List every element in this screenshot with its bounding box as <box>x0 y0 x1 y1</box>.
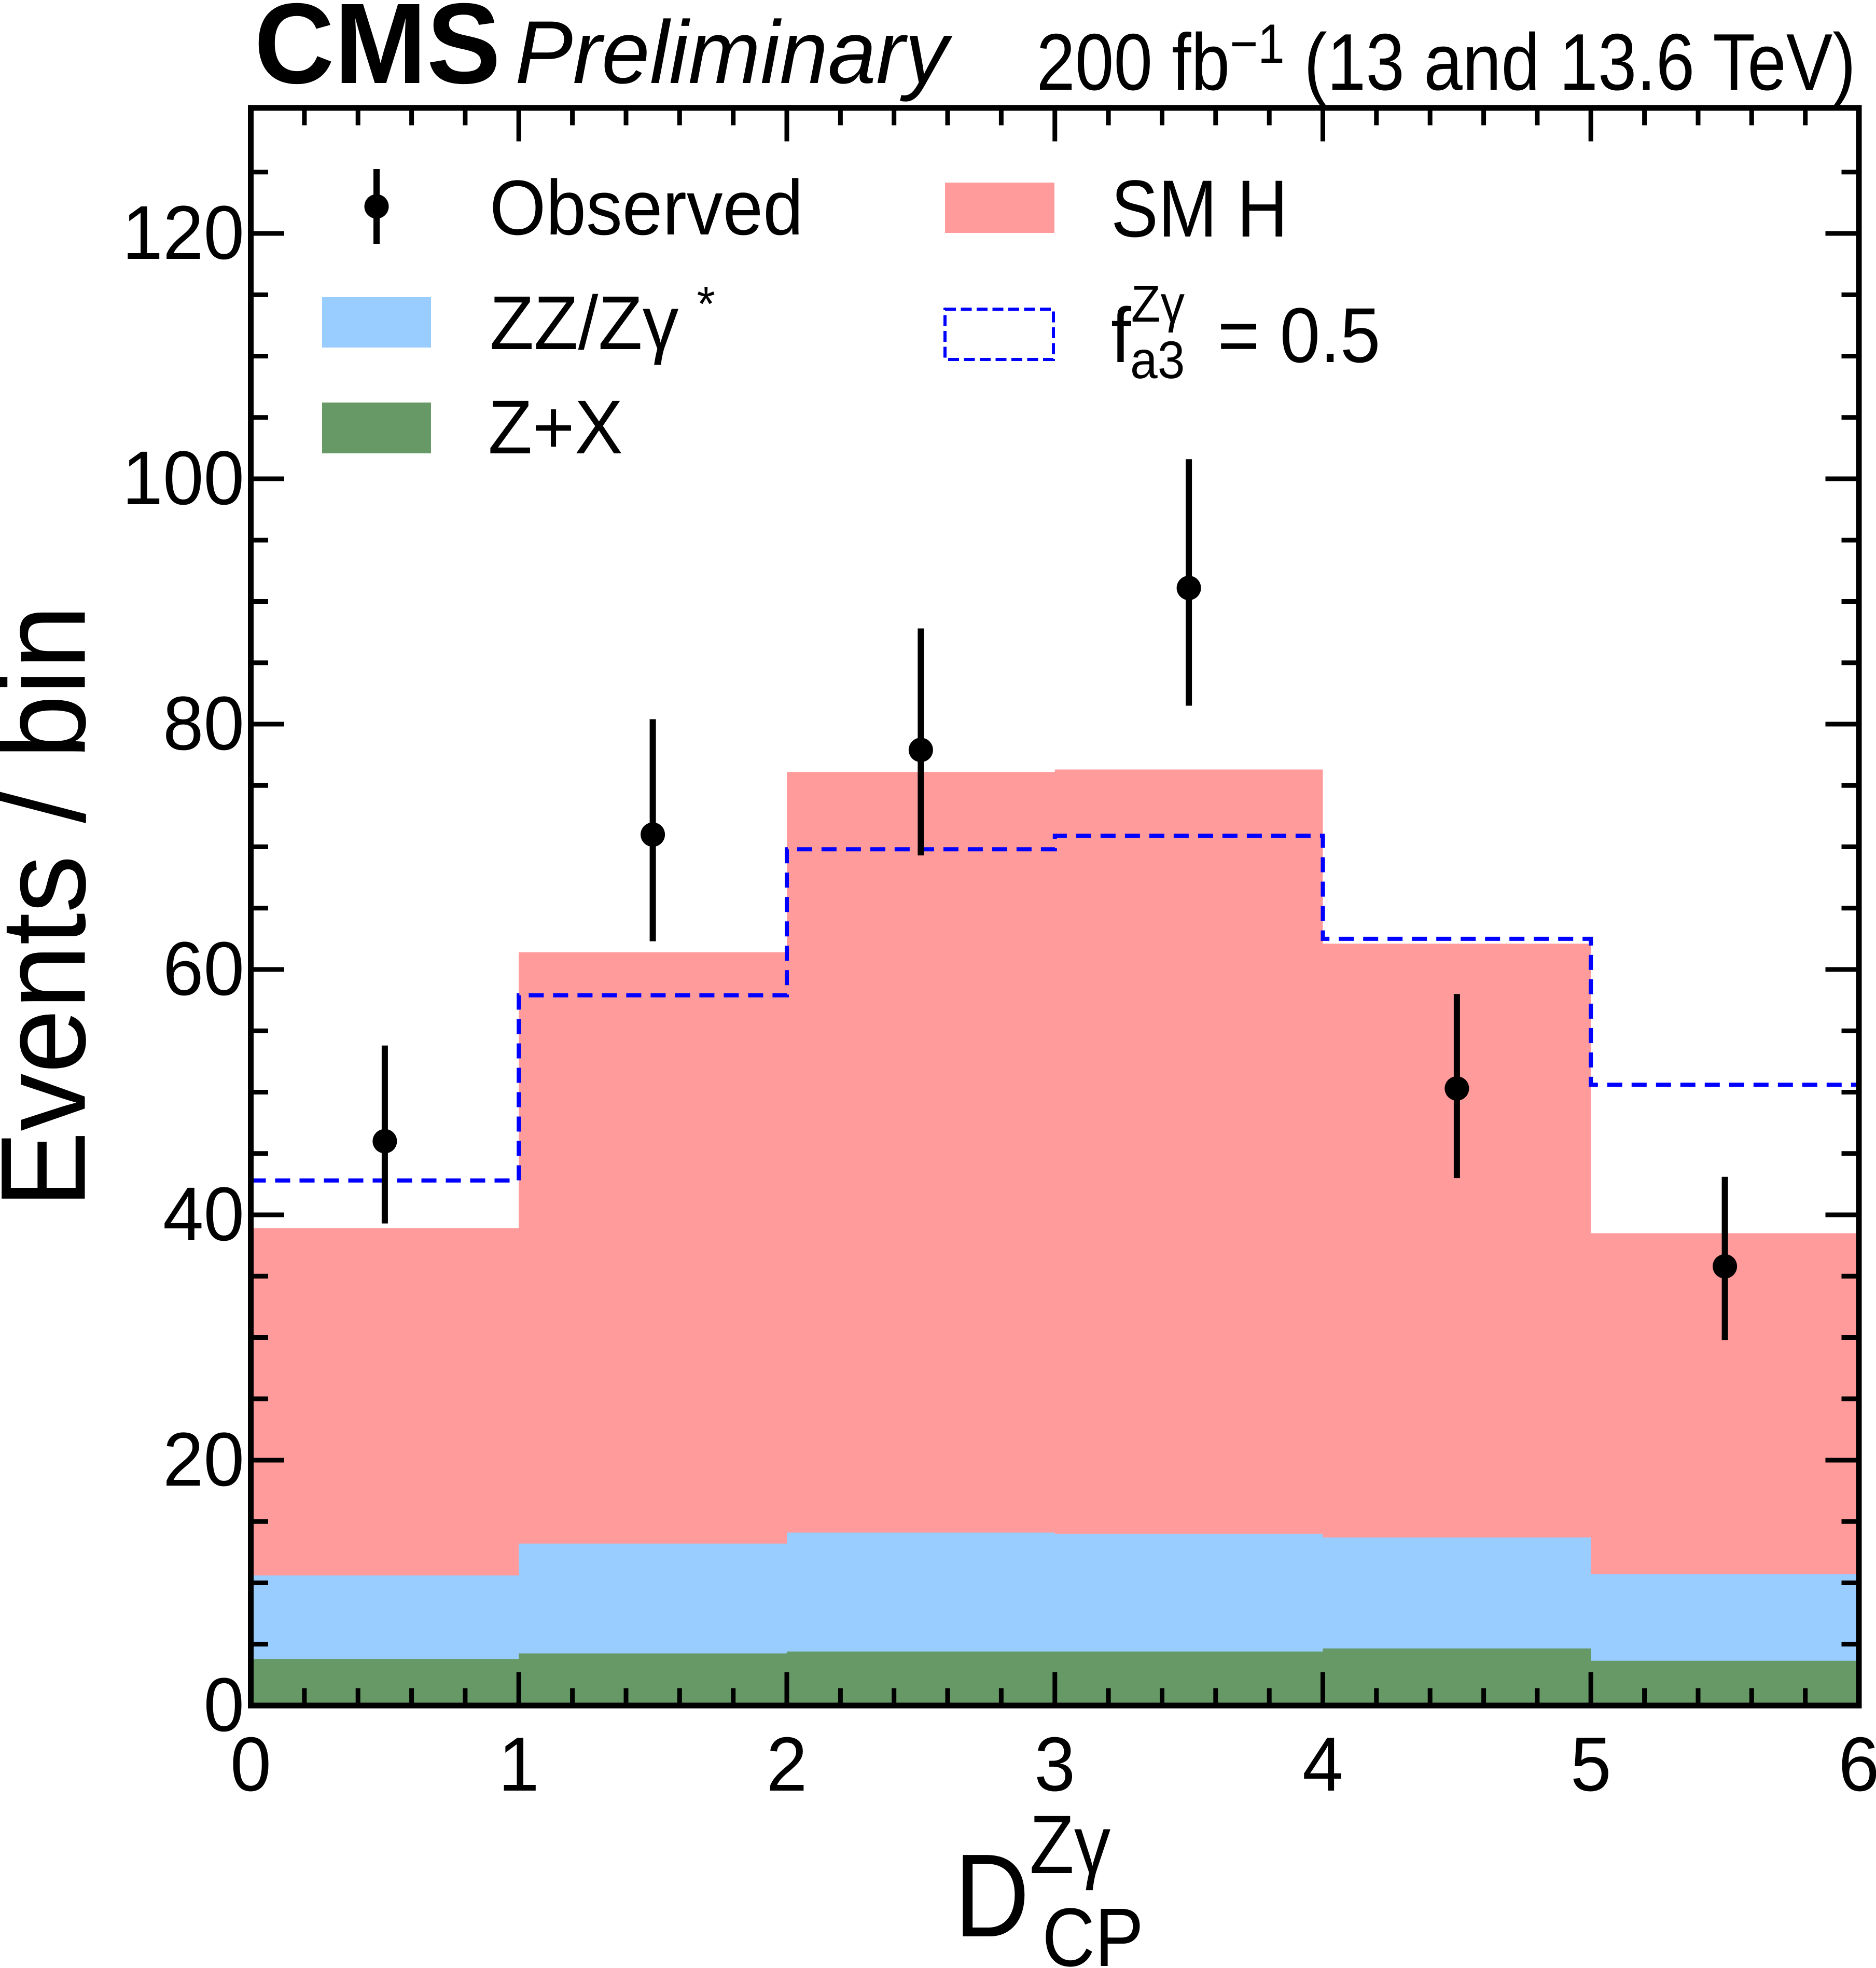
svg-text:80: 80 <box>163 681 244 766</box>
svg-text:100: 100 <box>122 435 244 520</box>
svg-text:0: 0 <box>230 1721 271 1807</box>
svg-text:120: 120 <box>122 190 244 275</box>
svg-text:200 fb−1 (13 and 13.6 TeV): 200 fb−1 (13 and 13.6 TeV) <box>1036 13 1856 107</box>
svg-text:ZZ/Zγ*: ZZ/Zγ * <box>490 276 715 366</box>
svg-text:40: 40 <box>163 1171 244 1256</box>
svg-text:Z+X: Z+X <box>488 385 623 470</box>
svg-text:SM H: SM H <box>1111 164 1288 255</box>
svg-text:Events / bin: Events / bin <box>0 605 111 1208</box>
svg-text:Preliminary: Preliminary <box>515 3 953 102</box>
svg-text:2: 2 <box>766 1721 807 1807</box>
svg-text:20: 20 <box>163 1417 244 1502</box>
svg-text:3: 3 <box>1034 1721 1075 1807</box>
svg-text:60: 60 <box>163 926 244 1011</box>
svg-text:5: 5 <box>1571 1721 1611 1807</box>
svg-text:Observed: Observed <box>490 164 803 251</box>
svg-text:0: 0 <box>204 1662 244 1747</box>
svg-text:4: 4 <box>1302 1721 1343 1807</box>
svg-text:6: 6 <box>1838 1721 1876 1807</box>
svg-text:CMS: CMS <box>254 0 501 108</box>
svg-text:1: 1 <box>498 1721 539 1807</box>
